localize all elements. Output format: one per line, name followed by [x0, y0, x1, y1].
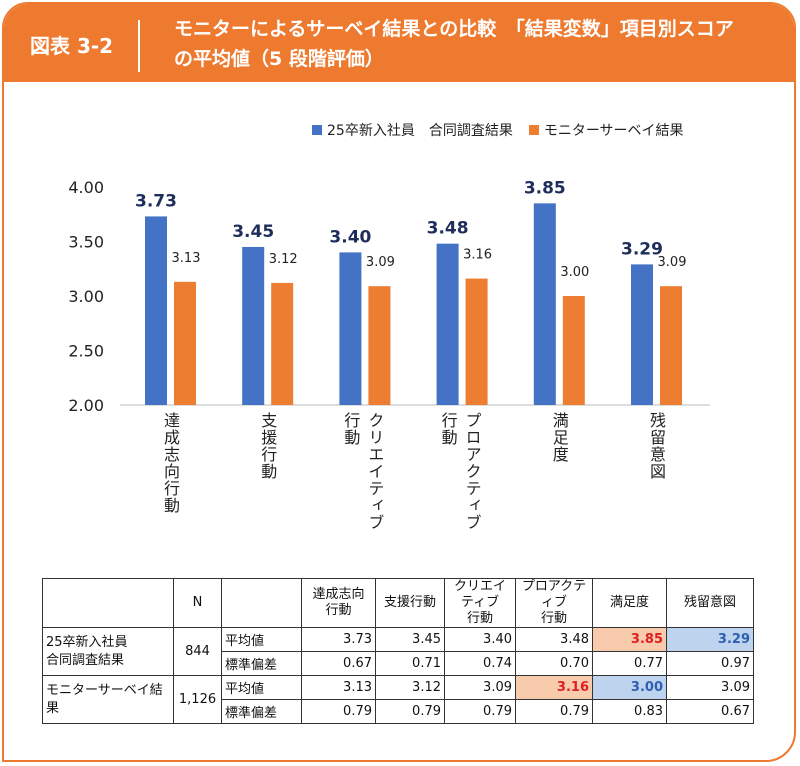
- legend-item: 25卒新入社員 合同調査結果: [312, 120, 513, 140]
- table-row: 25卒新入社員 合同調査結果 844 平均値 3.73 3.45 3.40 3.48 3.85 3…: [42, 627, 754, 676]
- bar: [271, 282, 294, 405]
- header: 図表 3-2 モニターによるサーベイ結果との比較 「結果変数」項目別スコア の平均…: [4, 4, 794, 82]
- cell-value: 3.29: [666, 627, 754, 652]
- bar: [242, 246, 265, 405]
- bar-chart: 2.00 2.50 3.00 3.50 4.00 3.73 3.13 3.45 3.12 3.40…: [68, 178, 710, 415]
- data-label: 3.12: [269, 252, 298, 267]
- data-label: 3.73: [135, 191, 177, 211]
- x-tick-label: 支援行動: [258, 412, 278, 480]
- data-label: 3.09: [366, 255, 395, 270]
- cell-value: 3.48: [515, 627, 593, 652]
- data-table: N 達成志向 行動 支援行動 クリエイティブ 行動 プロアクティブ 行動 満足度 残留意図 25卒新…: [42, 578, 754, 724]
- cell-value: 3.12: [375, 675, 445, 700]
- cell-value: 0.97: [666, 651, 754, 676]
- x-tick-label: プロアクティブ 行動: [438, 412, 482, 531]
- cell-value: 0.79: [444, 699, 516, 724]
- y-tick-label: 2.00: [68, 396, 104, 415]
- column-header: [42, 578, 174, 628]
- column-header: クリエイティブ 行動: [444, 578, 516, 628]
- row-label: 標準偏差: [221, 699, 302, 724]
- bar: [660, 286, 682, 405]
- data-label: 3.29: [621, 239, 663, 259]
- table-row: モニターサーベイ結果 1,126 平均値 3.13 3.12 3.09 3.16 3.00 3.…: [42, 675, 754, 724]
- title-line-2: の平均値（5 段階評価）: [174, 48, 384, 70]
- bar: [145, 216, 167, 405]
- n-value: 1,126: [173, 675, 222, 724]
- group-name: 25卒新入社員 合同調査結果: [42, 627, 174, 676]
- column-header: 満足度: [592, 578, 667, 628]
- n-value: 844: [173, 627, 222, 676]
- cell-value: 3.73: [301, 627, 376, 652]
- table-row: 標準偏差 0.79 0.79 0.79 0.79 0.83 0.67: [43, 699, 754, 724]
- cell-value: 3.13: [301, 675, 376, 700]
- cell-value: 0.83: [592, 699, 667, 724]
- cell-value: 3.45: [375, 627, 445, 652]
- table-header-row: N 達成志向 行動 支援行動 クリエイティブ 行動 プロアクティブ 行動 満足度 残留意図: [42, 578, 754, 628]
- cell-value: 3.09: [666, 675, 754, 700]
- bar: [562, 296, 585, 405]
- data-label: 3.45: [232, 222, 274, 242]
- bar: [465, 278, 488, 405]
- bar: [631, 264, 653, 405]
- cell-value: 3.00: [592, 675, 667, 700]
- group-name: モニターサーベイ結果: [42, 675, 174, 724]
- cell-value: 0.70: [515, 651, 593, 676]
- cell-value: 3.40: [444, 627, 516, 652]
- column-header: 達成志向 行動: [301, 578, 376, 628]
- cell-value: 0.67: [301, 651, 376, 676]
- legend: 25卒新入社員 合同調査結果 モニターサーベイ結果: [312, 120, 684, 140]
- y-tick-label: 3.50: [68, 233, 104, 252]
- data-label: 3.16: [463, 248, 492, 263]
- cell-value: 0.71: [375, 651, 445, 676]
- y-tick-label: 2.50: [68, 342, 104, 361]
- bar: [533, 203, 556, 405]
- column-header: [221, 578, 302, 628]
- data-label: 3.48: [427, 219, 469, 239]
- data-label: 3.00: [560, 265, 589, 280]
- row-label: 平均値: [221, 627, 302, 652]
- cell-value: 0.77: [592, 651, 667, 676]
- title-line-1: モニターによるサーベイ結果との比較 「結果変数」項目別スコア: [174, 18, 734, 40]
- row-label: 平均値: [221, 675, 302, 700]
- cell-value: 0.74: [444, 651, 516, 676]
- bar: [174, 281, 196, 405]
- figure-number: 図表 3-2: [30, 34, 114, 58]
- cell-value: 0.67: [666, 699, 754, 724]
- data-label: 3.40: [329, 227, 371, 247]
- data-label: 3.09: [658, 255, 687, 270]
- column-header: N: [173, 578, 222, 628]
- data-label: 3.85: [524, 178, 566, 198]
- divider: [138, 20, 140, 72]
- figure-title: モニターによるサーベイ結果との比較 「結果変数」項目別スコア の平均値（5 段階評…: [174, 14, 774, 74]
- legend-item: モニターサーベイ結果: [528, 120, 684, 140]
- column-header: 残留意図: [666, 578, 754, 628]
- column-header: 支援行動: [375, 578, 445, 628]
- cell-value: 0.79: [515, 699, 593, 724]
- bar: [339, 252, 362, 405]
- cell-value: 0.79: [375, 699, 445, 724]
- x-tick-label: 残留意図: [647, 412, 666, 480]
- y-tick-label: 3.00: [68, 287, 104, 306]
- bar: [368, 286, 391, 405]
- row-label: 標準偏差: [221, 651, 302, 676]
- data-label: 3.13: [172, 251, 201, 266]
- x-tick-label: 達成志向行動: [161, 412, 180, 514]
- bar: [436, 243, 459, 405]
- cell-value: 3.85: [592, 627, 667, 652]
- column-header: プロアクティブ 行動: [515, 578, 593, 628]
- x-tick-label: クリエイティブ 行動: [341, 412, 385, 531]
- cell-value: 3.09: [444, 675, 516, 700]
- y-tick-label: 4.00: [68, 178, 104, 197]
- cell-value: 3.16: [515, 675, 593, 700]
- x-tick-label: 満足度: [549, 412, 569, 463]
- cell-value: 0.79: [301, 699, 376, 724]
